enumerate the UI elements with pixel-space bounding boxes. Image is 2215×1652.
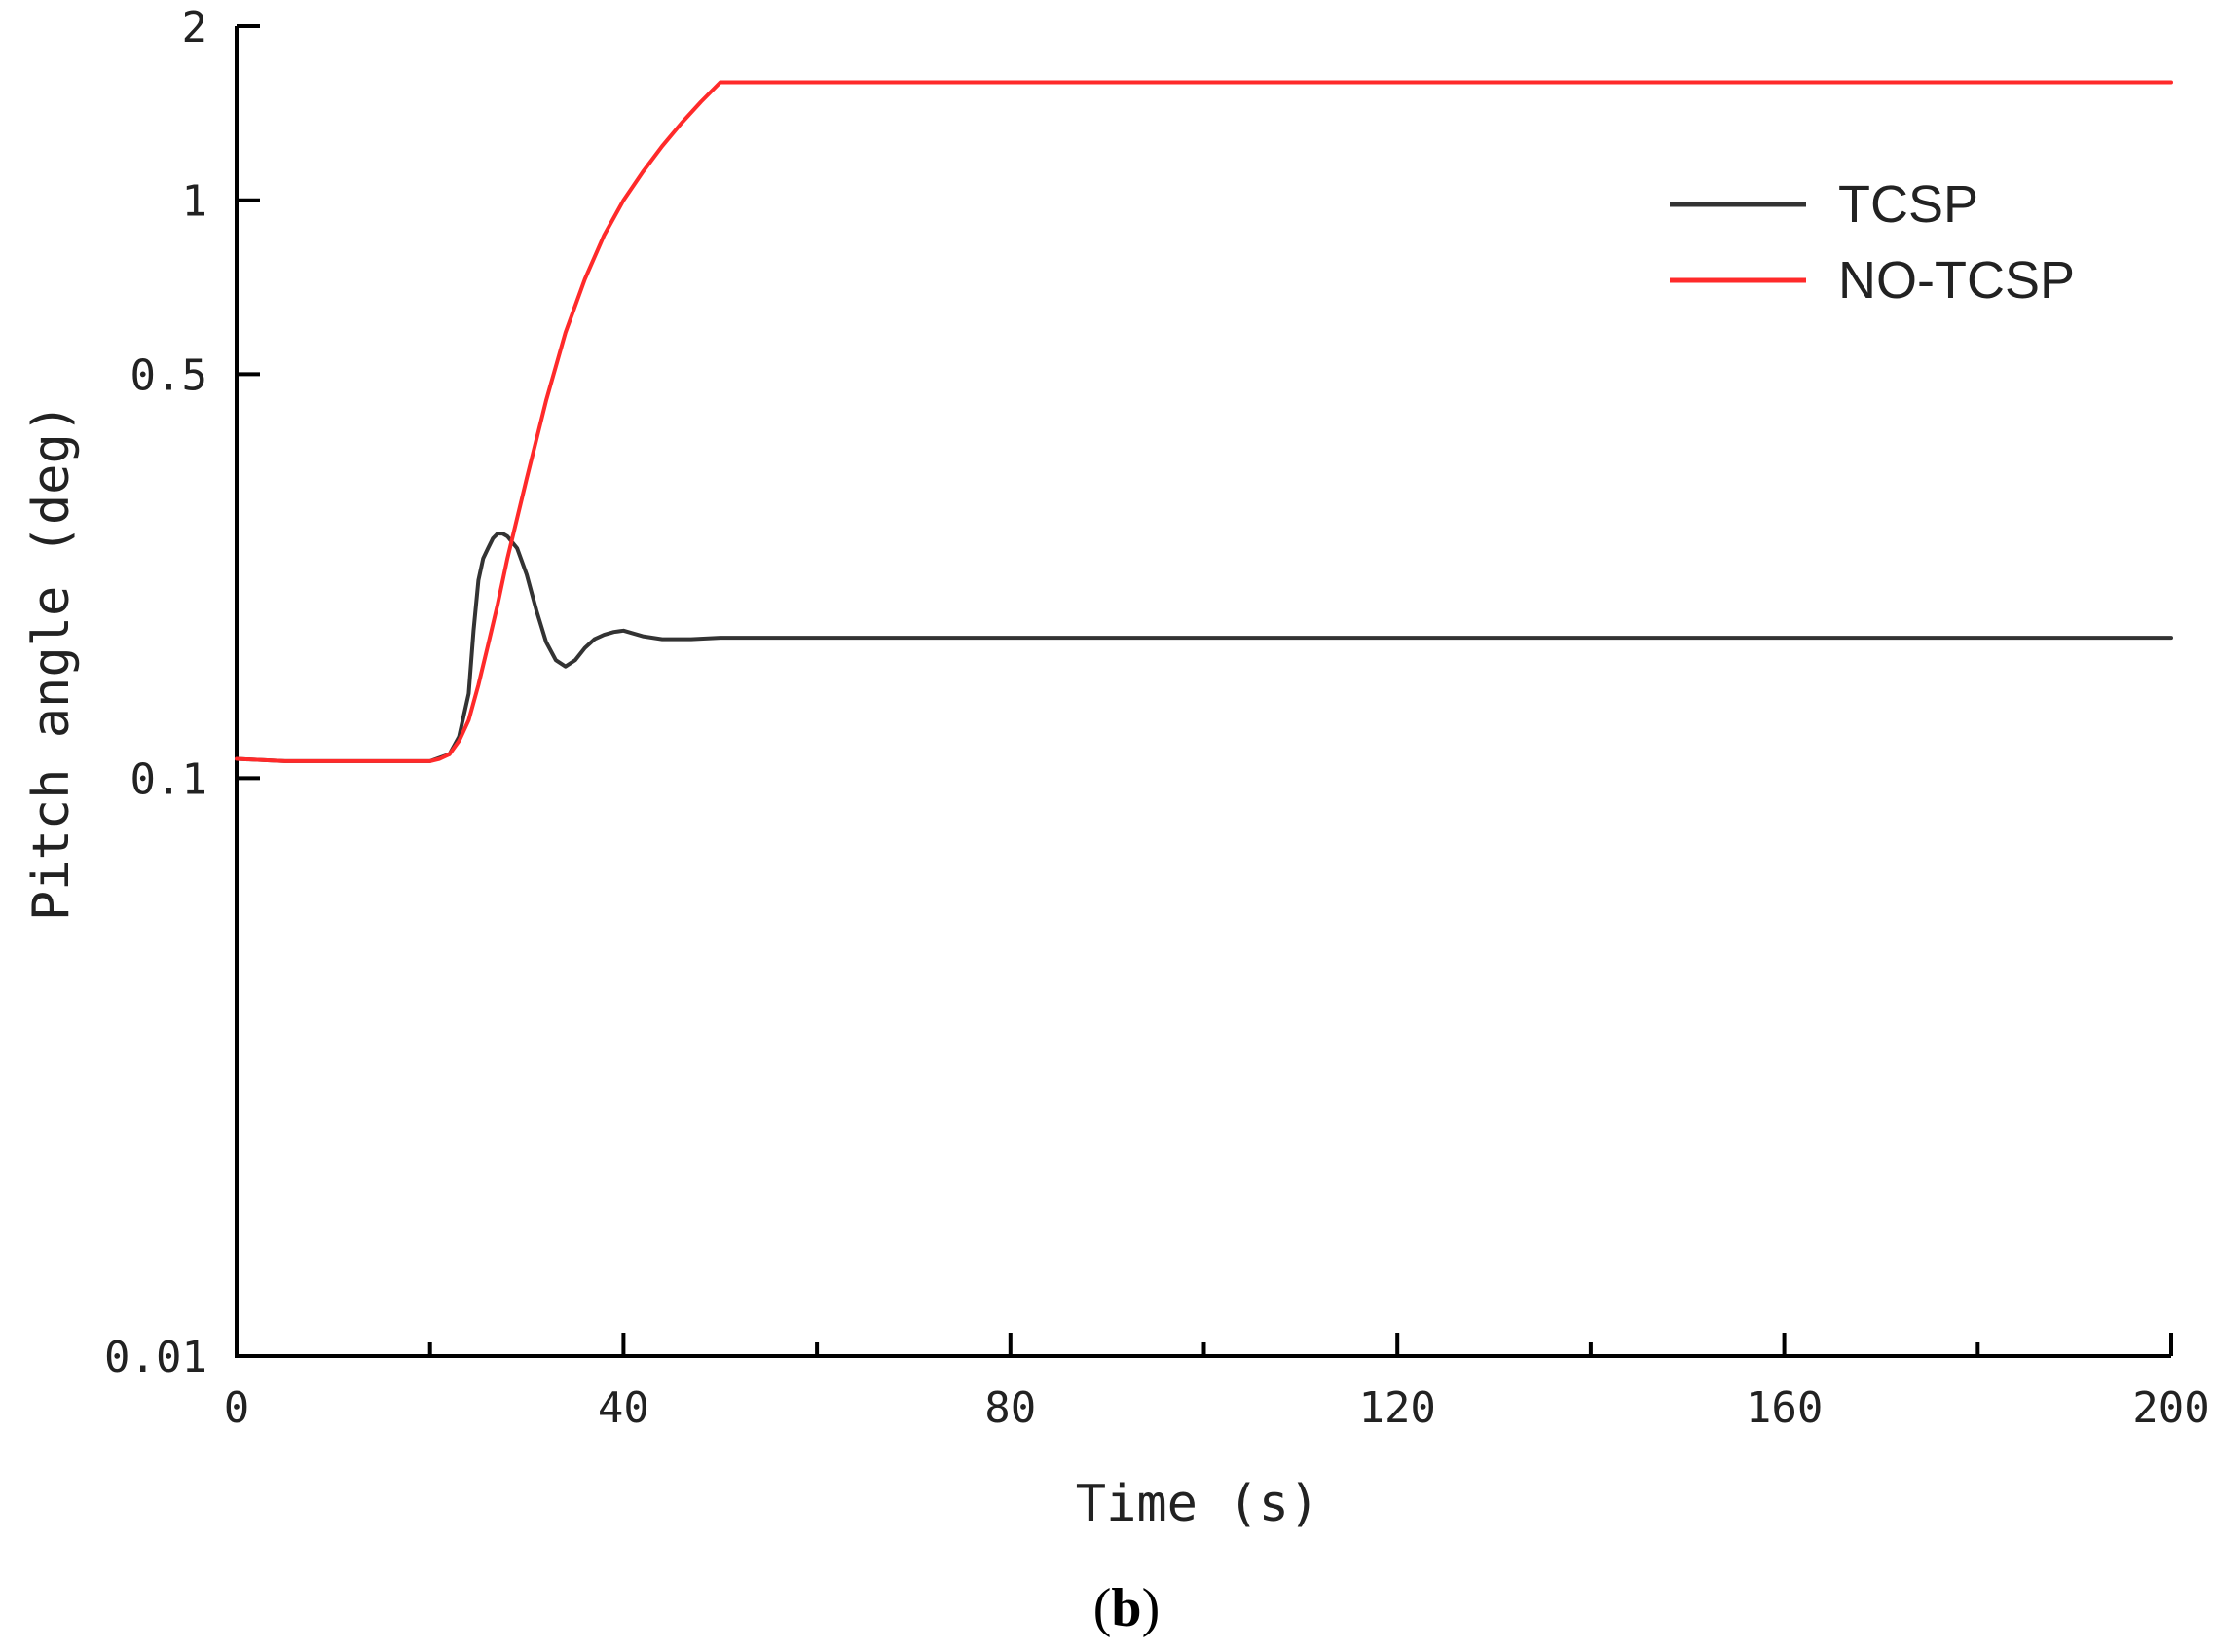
legend-label-tcsp: TCSP (1838, 175, 1978, 234)
y-tick-label: 2 (182, 3, 208, 53)
y-axis-ticks: 0.01 0.1 0.5 1 2 (104, 3, 260, 1382)
x-tick-label: 0 (224, 1383, 250, 1433)
x-axis-title: Time (s) (1076, 1475, 1319, 1533)
figure-caption: (b) (1093, 1578, 1160, 1638)
series-lines (235, 80, 2173, 763)
series-line-no-tcsp (235, 80, 2173, 763)
x-tick-label: 120 (1358, 1383, 1435, 1433)
y-tick-label: 0.1 (130, 754, 207, 804)
x-tick-label: 80 (984, 1383, 1036, 1433)
series-line-tcsp (235, 532, 2173, 763)
x-tick-label: 40 (598, 1383, 649, 1433)
y-tick-label: 1 (182, 177, 208, 227)
x-tick-label: 200 (2132, 1383, 2209, 1433)
y-tick-label: 0.5 (130, 350, 207, 400)
legend: TCSP NO-TCSP (1670, 175, 2075, 310)
y-tick-label: 0.01 (104, 1333, 207, 1382)
plot-area: 0 40 80 120 160 200 0.01 0.1 0.5 1 2 (104, 3, 2210, 1433)
x-tick-label: 160 (1746, 1383, 1823, 1433)
y-axis-title: Pitch angle (deg) (22, 403, 81, 921)
legend-label-no-tcsp: NO-TCSP (1838, 251, 2075, 310)
x-axis-ticks: 0 40 80 120 160 200 (224, 1333, 2210, 1433)
